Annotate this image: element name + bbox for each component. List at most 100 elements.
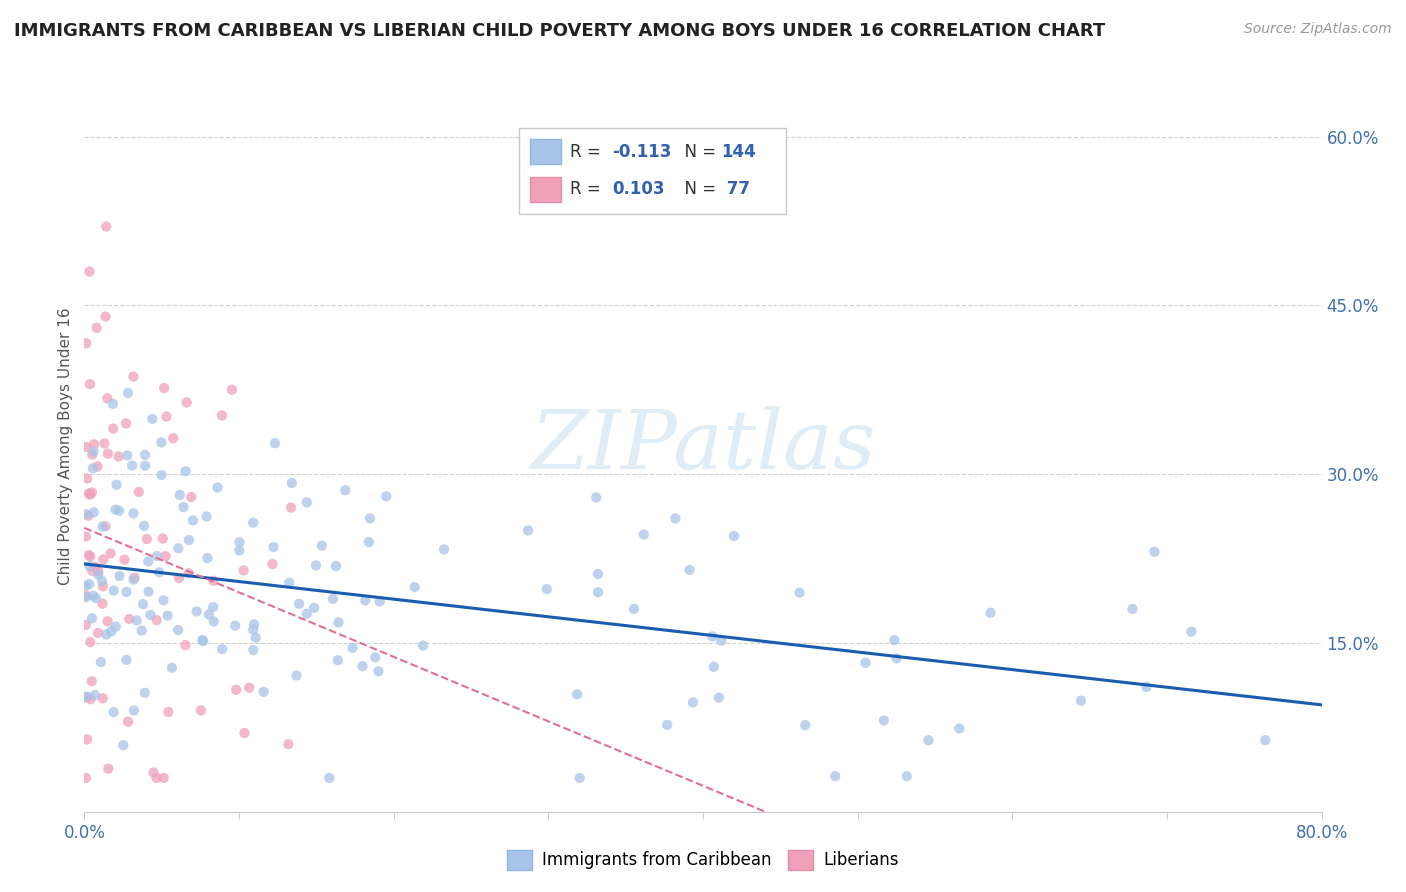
Point xyxy=(150,435,173,450)
Point xyxy=(75,618,97,632)
Point xyxy=(352,659,374,673)
Point xyxy=(145,613,167,627)
Point xyxy=(93,436,115,450)
Point xyxy=(633,527,655,541)
Point xyxy=(122,369,145,384)
Point xyxy=(87,564,110,578)
Point xyxy=(657,718,679,732)
Text: Source: ZipAtlas.com: Source: ZipAtlas.com xyxy=(1244,22,1392,37)
Point xyxy=(280,500,302,515)
Point xyxy=(789,585,811,599)
Point xyxy=(191,632,214,647)
Point xyxy=(91,519,114,533)
Point xyxy=(174,464,197,478)
Point xyxy=(186,604,208,618)
Point xyxy=(1143,544,1166,558)
Point xyxy=(117,385,139,400)
Point xyxy=(128,484,150,499)
Point xyxy=(1180,624,1202,639)
Point xyxy=(277,737,299,751)
Point xyxy=(195,509,218,524)
Point xyxy=(896,769,918,783)
Point xyxy=(146,549,169,563)
Point xyxy=(873,714,896,728)
Point xyxy=(1254,733,1277,747)
Text: R =: R = xyxy=(569,180,606,198)
Point xyxy=(124,571,146,585)
Point xyxy=(82,448,104,462)
Point xyxy=(404,580,426,594)
Point xyxy=(181,513,204,527)
Point xyxy=(114,552,136,566)
Text: ZIPatlas: ZIPatlas xyxy=(530,406,876,486)
Point xyxy=(162,431,184,445)
Point xyxy=(79,549,101,564)
Point xyxy=(285,668,308,682)
Point xyxy=(118,612,141,626)
Point xyxy=(586,566,609,581)
Point xyxy=(979,606,1001,620)
Point xyxy=(91,691,114,706)
Point xyxy=(202,615,225,629)
Point xyxy=(177,533,200,547)
Point xyxy=(134,448,156,462)
Point xyxy=(83,437,105,451)
Point xyxy=(342,640,364,655)
Point xyxy=(211,642,233,657)
Point xyxy=(375,489,398,503)
Point xyxy=(191,634,214,648)
Point xyxy=(75,529,97,543)
Point xyxy=(364,650,387,665)
Point xyxy=(90,655,112,669)
Point xyxy=(79,558,101,573)
Point xyxy=(305,558,328,573)
Point xyxy=(174,638,197,652)
Point xyxy=(157,705,180,719)
Point xyxy=(295,607,318,621)
Point xyxy=(79,264,101,278)
Point xyxy=(354,593,377,607)
Point xyxy=(167,571,190,585)
Point xyxy=(145,771,167,785)
Point xyxy=(173,500,195,514)
Point xyxy=(155,409,177,424)
Point xyxy=(108,569,131,583)
Y-axis label: Child Poverty Among Boys Under 16: Child Poverty Among Boys Under 16 xyxy=(58,307,73,585)
Legend: Immigrants from Caribbean, Liberians: Immigrants from Caribbean, Liberians xyxy=(501,843,905,877)
Point xyxy=(94,310,117,324)
Point xyxy=(134,458,156,473)
Point xyxy=(87,626,110,640)
Point xyxy=(112,738,135,752)
Point xyxy=(82,564,104,578)
Point xyxy=(948,722,970,736)
Point xyxy=(87,567,110,582)
Point xyxy=(233,726,256,740)
Point xyxy=(142,765,165,780)
Point xyxy=(311,539,333,553)
Point xyxy=(107,450,129,464)
Point xyxy=(167,541,190,556)
Point xyxy=(115,653,138,667)
Point xyxy=(211,409,233,423)
Point xyxy=(228,535,250,549)
Point xyxy=(152,532,174,546)
Point xyxy=(82,444,104,458)
Point xyxy=(702,629,724,643)
Point xyxy=(153,381,176,395)
Point xyxy=(91,574,114,588)
Point xyxy=(75,440,97,454)
Point xyxy=(264,436,287,450)
Point xyxy=(180,490,202,504)
Point xyxy=(359,511,381,525)
Point xyxy=(198,607,221,622)
Point xyxy=(357,535,380,549)
Point xyxy=(710,633,733,648)
Point xyxy=(122,573,145,587)
Point xyxy=(325,559,347,574)
Point xyxy=(326,653,349,667)
Point xyxy=(96,627,118,641)
Point xyxy=(278,575,301,590)
Point xyxy=(242,623,264,637)
Point xyxy=(148,566,170,580)
Point xyxy=(75,590,97,604)
